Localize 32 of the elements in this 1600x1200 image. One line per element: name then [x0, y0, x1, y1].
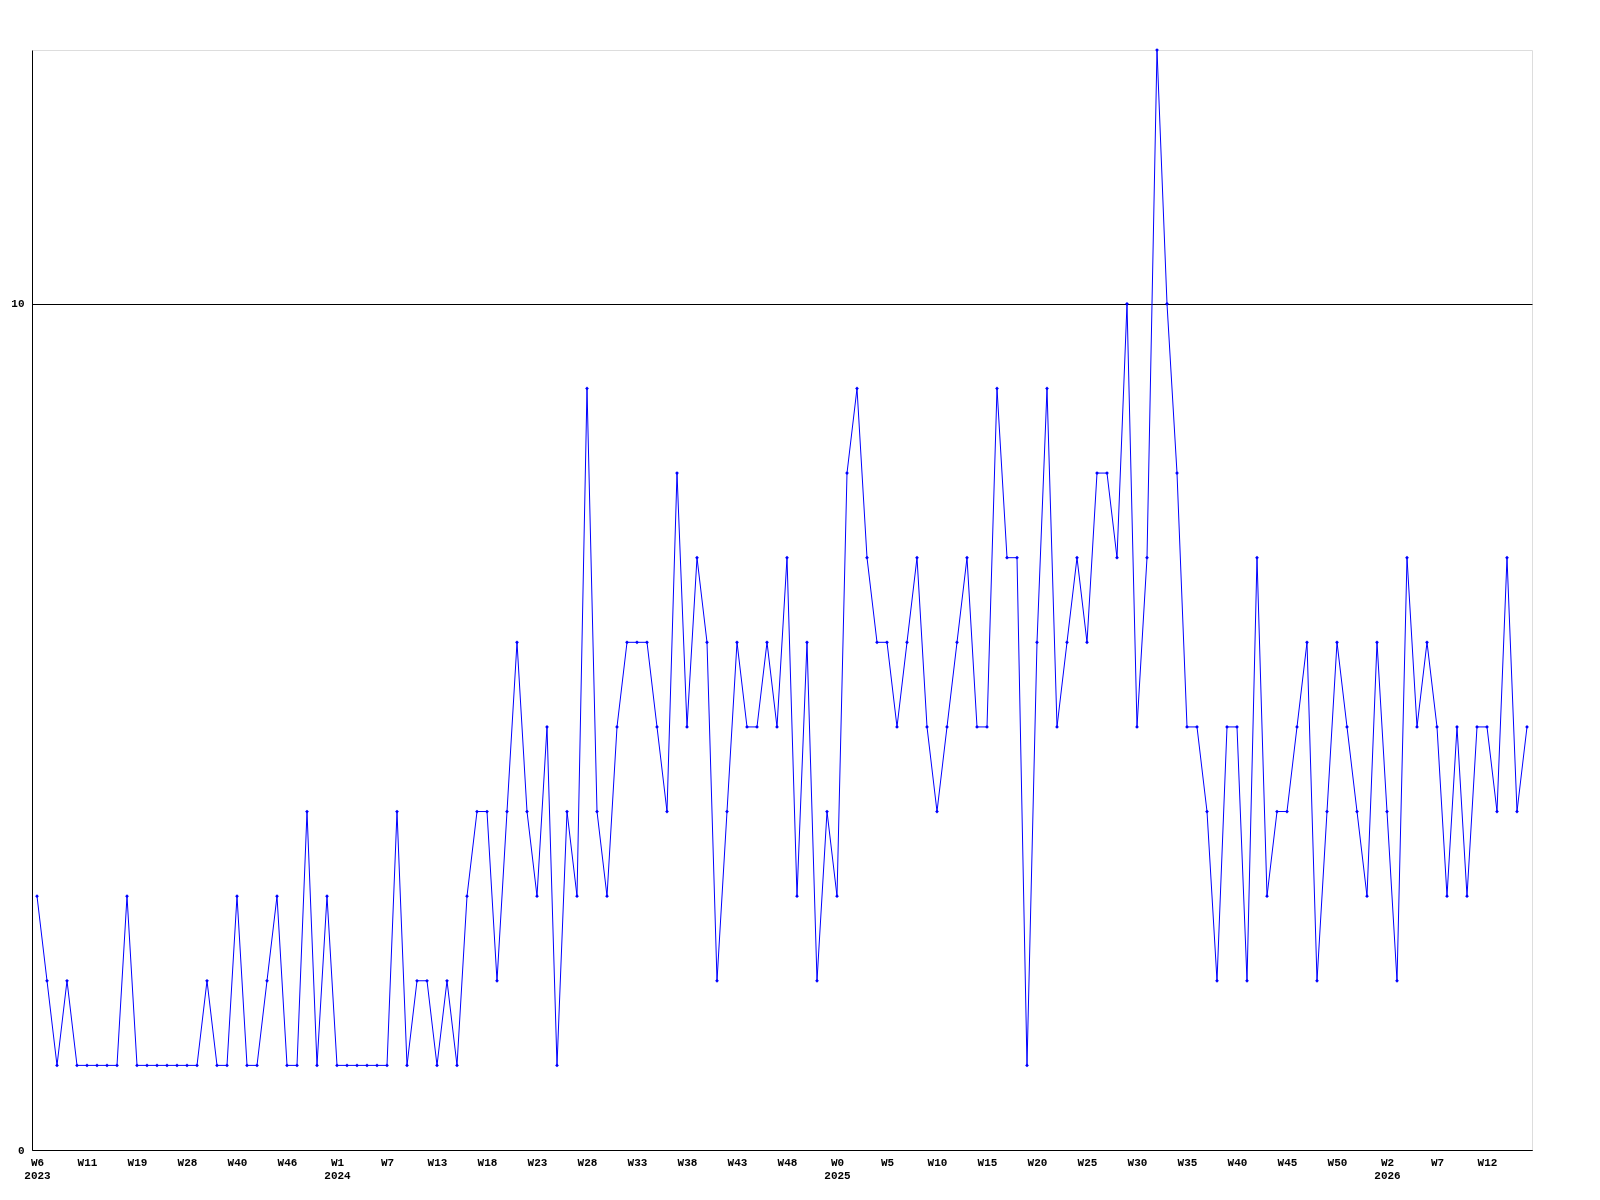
- y-tick-label: 10: [11, 298, 25, 311]
- x-tick-label: W5: [880, 1156, 895, 1169]
- x-tick-label: W20: [1027, 1156, 1048, 1169]
- x-tick-label: W7: [1430, 1156, 1445, 1169]
- x-tick-label: W12: [1477, 1156, 1498, 1169]
- x-tick-label: W1 2024: [324, 1156, 352, 1182]
- x-tick-label: W48: [777, 1156, 798, 1169]
- x-tick-label: W10: [927, 1156, 948, 1169]
- x-tick-label: W0 2025: [824, 1156, 852, 1182]
- x-tick-label: W40: [1227, 1156, 1248, 1169]
- x-tick-label: W15: [977, 1156, 998, 1169]
- x-tick-label: W19: [127, 1156, 148, 1169]
- x-tick-label: W35: [1177, 1156, 1198, 1169]
- x-tick-label: W40: [227, 1156, 248, 1169]
- x-tick-label: W43: [727, 1156, 748, 1169]
- x-tick-label: W11: [77, 1156, 98, 1169]
- x-tick-label: W6 2023: [24, 1156, 52, 1182]
- x-tick-label: W13: [427, 1156, 448, 1169]
- x-tick-label: W46: [277, 1156, 298, 1169]
- x-tick-label: W25: [1077, 1156, 1098, 1169]
- x-tick-label: W28: [577, 1156, 598, 1169]
- x-tick-label: W18: [477, 1156, 498, 1169]
- x-tick-label: W33: [627, 1156, 648, 1169]
- x-tick-label: W45: [1277, 1156, 1298, 1169]
- x-tick-label: W2 2026: [1374, 1156, 1401, 1182]
- y-tick-label: 0: [17, 1144, 25, 1157]
- x-tick-label: W7: [380, 1156, 395, 1169]
- x-tick-label: W28: [177, 1156, 198, 1169]
- x-tick-label: W30: [1127, 1156, 1148, 1169]
- x-tick-label: W38: [677, 1156, 698, 1169]
- x-tick-label: W50: [1327, 1156, 1348, 1169]
- x-tick-label: W23: [527, 1156, 548, 1169]
